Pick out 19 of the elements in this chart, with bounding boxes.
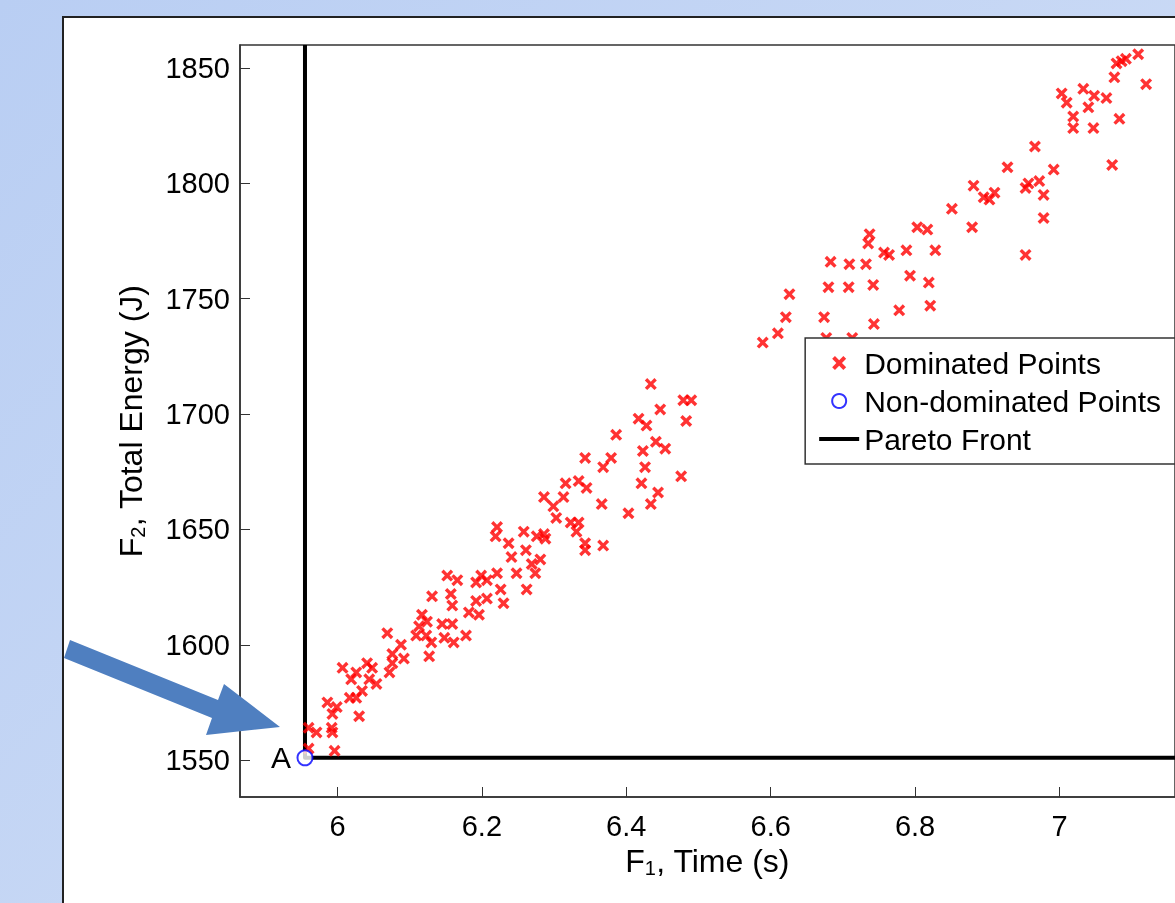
- x-tick-label: 6.6: [750, 809, 791, 842]
- legend-label: Pareto Front: [864, 422, 1032, 456]
- legend-label: Non-dominated Points: [864, 384, 1162, 418]
- x-tick-label: 6.8: [894, 809, 936, 842]
- x-tick-label: 6: [329, 809, 346, 842]
- x-axis-title: F1, Time (s): [625, 842, 790, 879]
- y-tick-label: 1750: [165, 282, 230, 315]
- annotation: A: [270, 741, 291, 775]
- y-tick-label: 1550: [165, 744, 230, 777]
- legend-label: Dominated Points: [864, 346, 1101, 380]
- x-tick-label: 6.4: [606, 809, 647, 842]
- y-tick-label: 1700: [165, 398, 230, 431]
- y-tick-label: 1800: [165, 167, 230, 200]
- x-tick-label: 6.2: [461, 809, 503, 842]
- x-tick-label: 7: [1051, 809, 1068, 842]
- y-tick-label: 1850: [165, 52, 230, 85]
- y-tick-label: 1650: [165, 513, 230, 546]
- y-axis-title: F2, Total Energy (J): [113, 285, 149, 558]
- y-tick-label: 1600: [165, 628, 230, 661]
